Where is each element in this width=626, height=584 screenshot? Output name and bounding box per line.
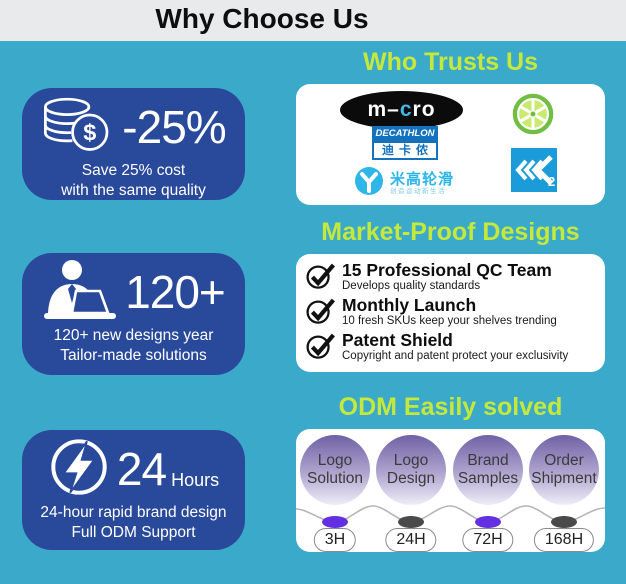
step-time-badge: 72H: [462, 528, 514, 552]
odm-step-circle: Logo Design: [376, 435, 446, 505]
stat-card-top: $ -25%: [22, 88, 245, 158]
migao-tagline: 创造运动新生活: [390, 187, 446, 195]
stat-value: 24: [116, 443, 167, 495]
timeline-wave: [296, 505, 605, 528]
step-dot: [551, 516, 577, 528]
page-title: Why Choose Us: [155, 3, 369, 34]
stat-card-top: 120+: [22, 253, 245, 323]
feature-title: Monthly Launch: [342, 295, 477, 315]
feature-row: 15 Professional QC Team Develops quality…: [302, 260, 599, 293]
stat-unit: Hours: [171, 470, 220, 490]
feature-subtitle: Copyright and patent protect your exclus…: [342, 350, 569, 362]
decathlon-logo: DECATHLON 迪卡侬: [372, 126, 438, 160]
micro-logo: m– c ro: [340, 91, 463, 129]
migao-logo: 米高轮滑 创造运动新生活: [354, 166, 454, 201]
migao-text-block: 米高轮滑 创造运动新生活: [390, 170, 455, 196]
stat-card-top: 24 Hours: [22, 430, 245, 500]
k2-logo: 2: [511, 148, 557, 192]
caption-line: Full ODM Support: [71, 523, 196, 541]
feature-list: 15 Professional QC Team Develops quality…: [296, 254, 605, 363]
designer-at-laptop-icon: [42, 259, 118, 326]
lime-logo: [512, 93, 554, 135]
micro-logo-text: m–: [367, 98, 400, 121]
section-heading-odm: ODM Easily solved: [338, 393, 563, 421]
caption-line: 24-hour rapid brand design: [40, 504, 227, 521]
stat-card-save-cost: $ -25% Save 25% cost with the same quali…: [22, 88, 245, 200]
step-label-line: Shipment: [531, 470, 597, 487]
stat-card-new-designs: 120+ 120+ new designs year Tailor-made s…: [22, 253, 245, 375]
feature-subtitle: Develops quality standards: [342, 280, 481, 292]
feature-row: Monthly Launch 10 fresh SKUs keep your s…: [302, 295, 599, 328]
dollar-symbol: $: [84, 119, 97, 145]
stat-value: 120+: [125, 266, 226, 318]
odm-steps-card: Logo Solution Logo Design Brand Samples …: [296, 429, 605, 552]
step-time-badge: 3H: [313, 528, 357, 552]
decathlon-chinese-name: 迪卡侬: [372, 141, 438, 160]
k2-logo-numeral: 2: [548, 174, 555, 189]
step-label-line: Logo: [317, 452, 353, 469]
step-dot: [475, 516, 501, 528]
feature-title: 15 Professional QC Team: [342, 260, 552, 280]
section-heading-designs: Market-Proof Designs: [321, 218, 580, 246]
odm-step-circle: Logo Solution: [300, 435, 370, 505]
migao-name: 米高轮滑: [390, 170, 455, 188]
checkmark-icon: [306, 296, 335, 325]
stat-card-caption: 120+ new designs year Tailor-made soluti…: [22, 326, 245, 365]
caption-line: Tailor-made solutions: [60, 346, 207, 364]
caption-line: 120+ new designs year: [53, 327, 214, 344]
stat-value: -25%: [122, 101, 226, 153]
caption-line: with the same quality: [61, 181, 206, 199]
feature-title: Patent Shield: [342, 330, 453, 350]
trust-logos-card: m– c ro DECATHLON 迪卡侬 米高轮滑 创造运动新生活: [296, 84, 605, 205]
stat-card-24-hours: 24 Hours 24-hour rapid brand design Full…: [22, 430, 245, 550]
feature-text: Monthly Launch 10 fresh SKUs keep your s…: [342, 295, 557, 328]
step-time-badge: 168H: [533, 528, 595, 552]
caption-line: Save 25% cost: [81, 162, 186, 179]
stat-card-caption: Save 25% cost with the same quality: [22, 161, 245, 200]
feature-subtitle: 10 fresh SKUs keep your shelves trending: [342, 315, 557, 327]
stat-card-caption: 24-hour rapid brand design Full ODM Supp…: [22, 503, 245, 542]
section-heading-trust: Who Trusts Us: [362, 48, 538, 76]
step-label-line: Design: [386, 470, 436, 487]
step-label-line: Logo: [393, 452, 429, 469]
design-features-card: 15 Professional QC Team Develops quality…: [296, 254, 605, 372]
micro-logo-text-blue: c: [399, 98, 413, 121]
micro-logo-text: ro: [412, 98, 436, 121]
step-label-line: Order: [544, 452, 584, 469]
step-dot: [322, 516, 348, 528]
checkmark-icon: [306, 331, 335, 360]
feature-text: 15 Professional QC Team Develops quality…: [342, 260, 552, 293]
lightning-bolt-icon: [48, 436, 110, 503]
header-bar: Why Choose Us: [0, 0, 626, 41]
step-time-badge: 24H: [385, 528, 437, 552]
odm-step-circle: Brand Samples: [453, 435, 523, 505]
feature-text: Patent Shield Copyright and patent prote…: [342, 330, 568, 363]
coins-dollar-icon: $: [41, 96, 115, 159]
checkmark-icon: [306, 261, 335, 290]
step-dot: [398, 516, 424, 528]
step-label-line: Samples: [457, 470, 519, 487]
decathlon-wordmark: DECATHLON: [372, 126, 438, 141]
migao-bird-icon: [354, 166, 384, 201]
odm-step-circle: Order Shipment: [529, 435, 599, 505]
step-label-line: Solution: [306, 470, 363, 487]
step-label-line: Brand: [467, 452, 509, 469]
feature-row: Patent Shield Copyright and patent prote…: [302, 330, 599, 363]
